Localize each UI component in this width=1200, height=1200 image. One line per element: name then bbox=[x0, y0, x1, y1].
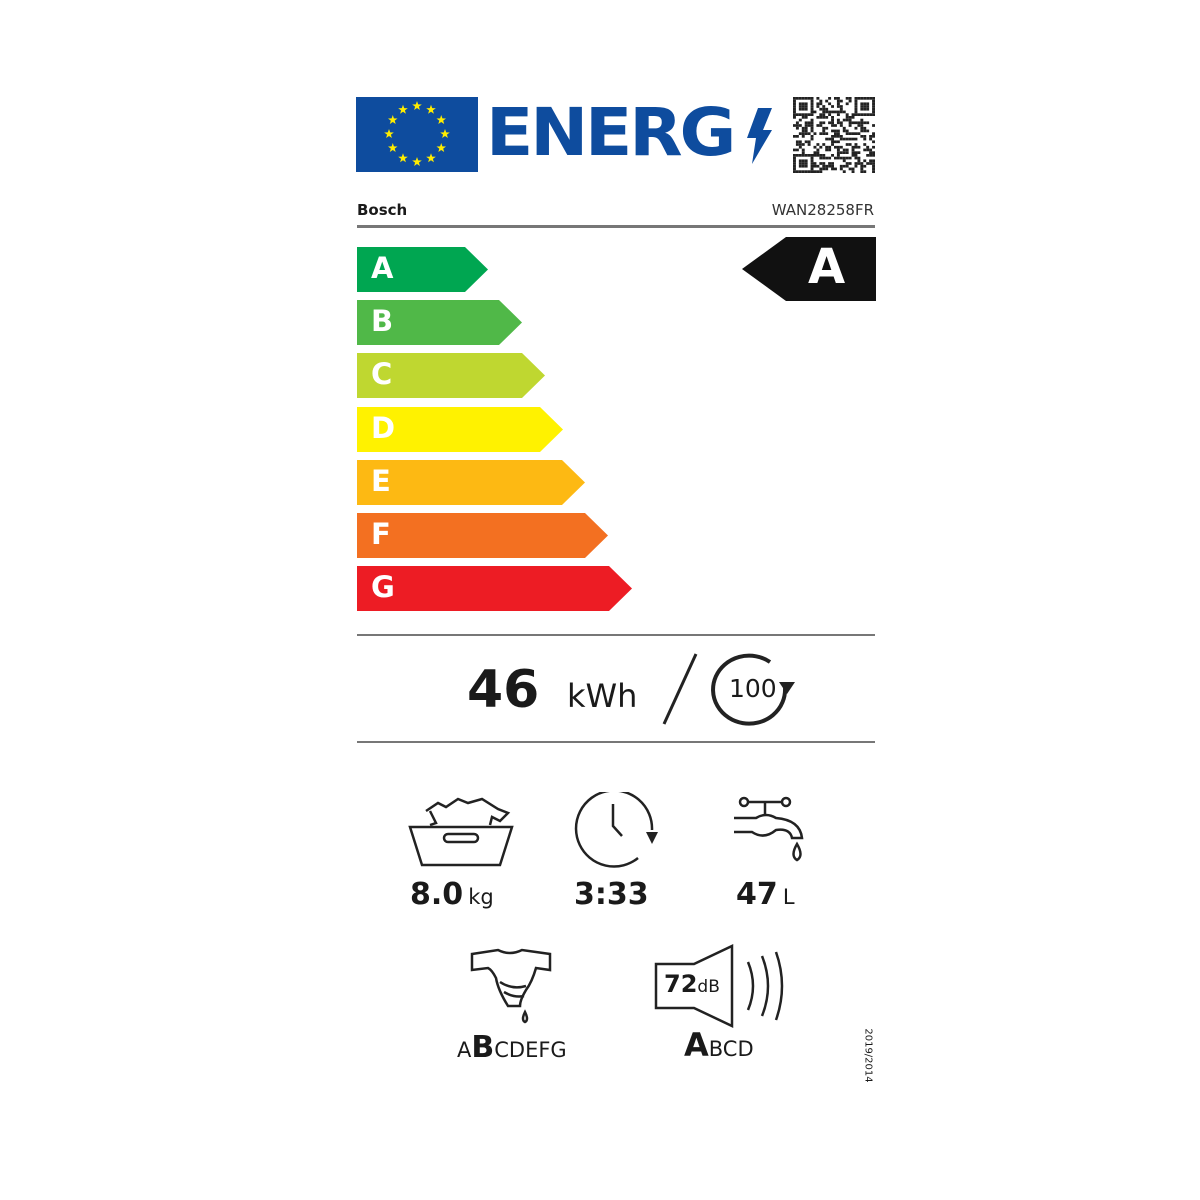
regulation-number: 2019/2014 bbox=[862, 1028, 874, 1083]
star-icon bbox=[426, 104, 436, 114]
divider bbox=[357, 225, 875, 228]
star-icon bbox=[384, 129, 394, 138]
capacity-unit: kg bbox=[468, 885, 494, 909]
energy-class-letter: G bbox=[371, 570, 395, 605]
energy-unit: kWh bbox=[567, 677, 638, 715]
noise-spec: 72dB bbox=[664, 970, 720, 998]
water-spec: 47 L bbox=[736, 877, 795, 912]
spin-class-before: A bbox=[457, 1038, 472, 1062]
water-tap-icon bbox=[734, 796, 804, 862]
star-icon bbox=[412, 101, 422, 110]
star-icon bbox=[398, 104, 408, 114]
noise-value: 72 bbox=[664, 970, 698, 998]
per-100-cycles-icon bbox=[662, 653, 795, 726]
energy-class-letter: D bbox=[371, 410, 396, 445]
energy-class-letter: F bbox=[371, 517, 391, 551]
cycles-value: 100 bbox=[729, 674, 777, 703]
energy-class-bar-e: E bbox=[357, 459, 585, 505]
noise-class-selected: A bbox=[684, 1026, 709, 1064]
noise-class-after: BCD bbox=[708, 1037, 754, 1061]
spin-class-after: CDEFG bbox=[494, 1038, 567, 1062]
star-icon bbox=[436, 115, 446, 124]
energy-logo-text: ENERG bbox=[486, 94, 736, 171]
energy-class-bar-c: C bbox=[357, 353, 545, 399]
star-icon bbox=[388, 115, 398, 124]
spin-drying-shirt-icon bbox=[470, 948, 552, 1024]
star-icon bbox=[436, 143, 446, 152]
divider bbox=[357, 634, 875, 636]
lightning-icon bbox=[747, 108, 772, 164]
capacity-value: 8.0 bbox=[410, 877, 464, 912]
energy-class-letter: B bbox=[371, 304, 394, 339]
model-number: WAN28258FR bbox=[771, 201, 874, 219]
rating-arrow: A bbox=[742, 237, 876, 301]
star-icon bbox=[412, 157, 422, 166]
energy-class-bar-f: F bbox=[357, 513, 608, 558]
spin-class-selected: B bbox=[471, 1030, 495, 1065]
duration-value: 3:33 bbox=[574, 877, 649, 912]
spin-class-scale: ABCDEFG bbox=[457, 1030, 567, 1065]
energy-class-letter: A bbox=[371, 251, 394, 285]
brand-name: Bosch bbox=[357, 201, 408, 219]
capacity-spec: 8.0 kg bbox=[410, 877, 494, 912]
star-icon bbox=[440, 129, 450, 138]
energy-class-bar-g: G bbox=[357, 566, 632, 612]
energy-class-letter: E bbox=[371, 463, 391, 498]
water-value: 47 bbox=[736, 877, 778, 912]
noise-class-scale: ABCD bbox=[684, 1026, 754, 1064]
star-icon bbox=[398, 153, 408, 163]
speaker-noise-icon bbox=[654, 944, 784, 1028]
rating-class: A bbox=[808, 239, 846, 295]
energy-class-bar-a: A bbox=[357, 247, 488, 292]
energy-class-bar-d: D bbox=[357, 406, 563, 452]
star-icon bbox=[388, 143, 398, 152]
divider bbox=[357, 741, 875, 743]
energy-class-bar-b: B bbox=[357, 300, 522, 346]
qr-code-icon[interactable] bbox=[793, 97, 875, 173]
star-icon bbox=[426, 153, 436, 163]
energy-class-letter: C bbox=[371, 357, 393, 392]
clock-icon bbox=[574, 792, 658, 868]
noise-unit: dB bbox=[697, 977, 720, 997]
eu-flag-icon bbox=[356, 97, 478, 172]
laundry-basket-icon bbox=[408, 797, 514, 867]
water-unit: L bbox=[782, 885, 795, 909]
energy-value: 46 bbox=[467, 660, 540, 720]
